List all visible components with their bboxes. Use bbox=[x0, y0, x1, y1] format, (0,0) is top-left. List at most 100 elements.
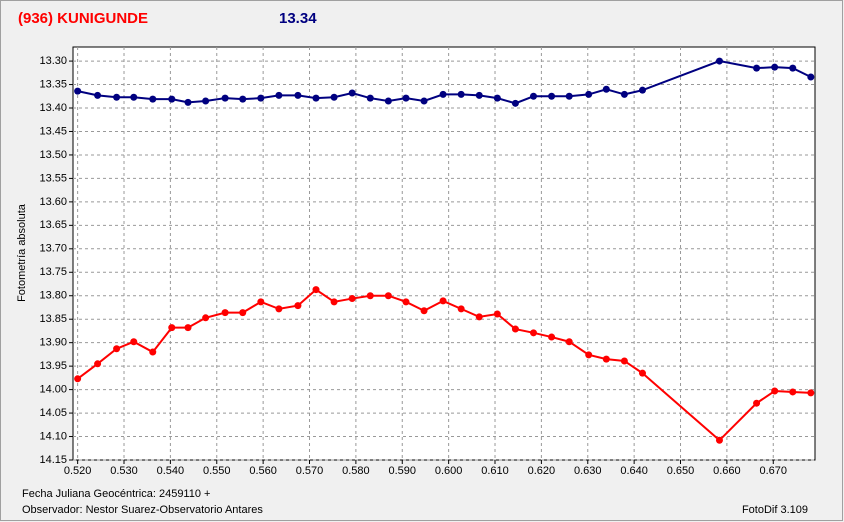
data-point bbox=[475, 313, 483, 321]
x-tick-label: 0.540 bbox=[157, 465, 185, 477]
x-axis-label: Fecha Juliana Geocéntrica: 2459110 + bbox=[22, 488, 210, 500]
data-point bbox=[348, 89, 356, 97]
data-point bbox=[457, 90, 465, 98]
data-point bbox=[457, 305, 465, 313]
y-tick-label: 13.45 bbox=[39, 125, 67, 137]
chart-subtitle: 13.34 bbox=[279, 10, 317, 27]
data-point bbox=[602, 85, 610, 93]
plot-area bbox=[72, 46, 816, 461]
y-tick-label: 13.95 bbox=[39, 360, 67, 372]
y-tick-label: 13.90 bbox=[39, 337, 67, 349]
chart-title: (936) KUNIGUNDE bbox=[18, 10, 148, 27]
y-tick-label: 13.30 bbox=[39, 55, 67, 67]
data-point bbox=[511, 325, 519, 333]
data-point bbox=[312, 94, 320, 102]
data-point bbox=[493, 310, 501, 318]
x-tick-label: 0.530 bbox=[110, 465, 138, 477]
data-point bbox=[807, 73, 815, 81]
data-point bbox=[330, 298, 338, 306]
y-tick-label: 14.05 bbox=[39, 407, 67, 419]
data-point bbox=[548, 92, 556, 100]
y-tick-label: 13.65 bbox=[39, 219, 67, 231]
data-point bbox=[511, 99, 519, 107]
data-point bbox=[753, 399, 761, 407]
y-axis-label: Fotometría absoluta bbox=[16, 203, 28, 302]
y-tick-label: 13.55 bbox=[39, 172, 67, 184]
x-tick-label: 0.610 bbox=[481, 465, 509, 477]
y-tick-label: 13.75 bbox=[39, 266, 67, 278]
data-point bbox=[184, 324, 192, 332]
data-point bbox=[294, 302, 302, 310]
data-point bbox=[620, 357, 628, 365]
y-tick-label: 13.80 bbox=[39, 290, 67, 302]
data-point bbox=[420, 97, 428, 105]
x-tick-label: 0.600 bbox=[435, 465, 463, 477]
data-point bbox=[113, 93, 121, 101]
data-point bbox=[130, 338, 138, 346]
y-tick-label: 13.35 bbox=[39, 78, 67, 90]
y-tick-label: 13.70 bbox=[39, 243, 67, 255]
data-point bbox=[168, 324, 176, 332]
x-tick-label: 0.550 bbox=[203, 465, 231, 477]
x-tick-label: 0.660 bbox=[713, 465, 741, 477]
data-point bbox=[530, 329, 538, 337]
data-point bbox=[348, 295, 356, 303]
data-point bbox=[715, 57, 723, 65]
data-point bbox=[366, 292, 374, 300]
data-point bbox=[312, 286, 320, 294]
data-point bbox=[439, 90, 447, 98]
data-point bbox=[257, 94, 265, 102]
x-tick-label: 0.670 bbox=[759, 465, 787, 477]
data-point bbox=[565, 92, 573, 100]
data-point bbox=[771, 387, 779, 395]
x-tick-label: 0.640 bbox=[620, 465, 648, 477]
data-point bbox=[384, 292, 392, 300]
data-point bbox=[202, 314, 210, 322]
x-tick-label: 0.570 bbox=[296, 465, 324, 477]
data-point bbox=[221, 309, 229, 317]
data-point bbox=[585, 90, 593, 98]
data-point bbox=[789, 388, 797, 396]
data-point bbox=[402, 94, 410, 102]
data-point bbox=[239, 309, 247, 317]
data-point bbox=[74, 375, 82, 383]
y-tick-label: 13.40 bbox=[39, 102, 67, 114]
data-point bbox=[420, 307, 428, 315]
y-tick-label: 14.10 bbox=[39, 430, 67, 442]
data-point bbox=[94, 360, 102, 368]
x-tick-label: 0.650 bbox=[667, 465, 695, 477]
data-point bbox=[771, 63, 779, 71]
y-tick-label: 13.85 bbox=[39, 313, 67, 325]
data-point bbox=[149, 95, 157, 103]
data-point bbox=[402, 298, 410, 306]
data-point bbox=[275, 91, 283, 99]
data-point bbox=[807, 389, 815, 397]
data-point bbox=[475, 91, 483, 99]
observer: Observador: Nestor Suarez-Observatorio A… bbox=[22, 504, 263, 516]
data-point bbox=[530, 92, 538, 100]
y-tick-label: 13.50 bbox=[39, 149, 67, 161]
data-point bbox=[130, 93, 138, 101]
data-point bbox=[184, 98, 192, 106]
software: FotoDif 3.109 bbox=[742, 504, 808, 516]
data-point bbox=[294, 91, 302, 99]
data-point bbox=[384, 97, 392, 105]
x-tick-label: 0.620 bbox=[528, 465, 556, 477]
data-point bbox=[168, 95, 176, 103]
data-point bbox=[202, 97, 210, 105]
y-tick-label: 13.60 bbox=[39, 196, 67, 208]
data-point bbox=[94, 91, 102, 99]
y-tick-label: 14.00 bbox=[39, 384, 67, 396]
data-point bbox=[602, 355, 610, 363]
x-tick-label: 0.580 bbox=[342, 465, 370, 477]
data-point bbox=[257, 298, 265, 306]
data-point bbox=[620, 90, 628, 98]
x-tick-label: 0.560 bbox=[249, 465, 277, 477]
data-point bbox=[221, 94, 229, 102]
data-point bbox=[638, 369, 646, 377]
x-tick-label: 0.520 bbox=[64, 465, 92, 477]
data-point bbox=[113, 345, 121, 353]
x-tick-label: 0.630 bbox=[574, 465, 602, 477]
data-point bbox=[585, 351, 593, 359]
